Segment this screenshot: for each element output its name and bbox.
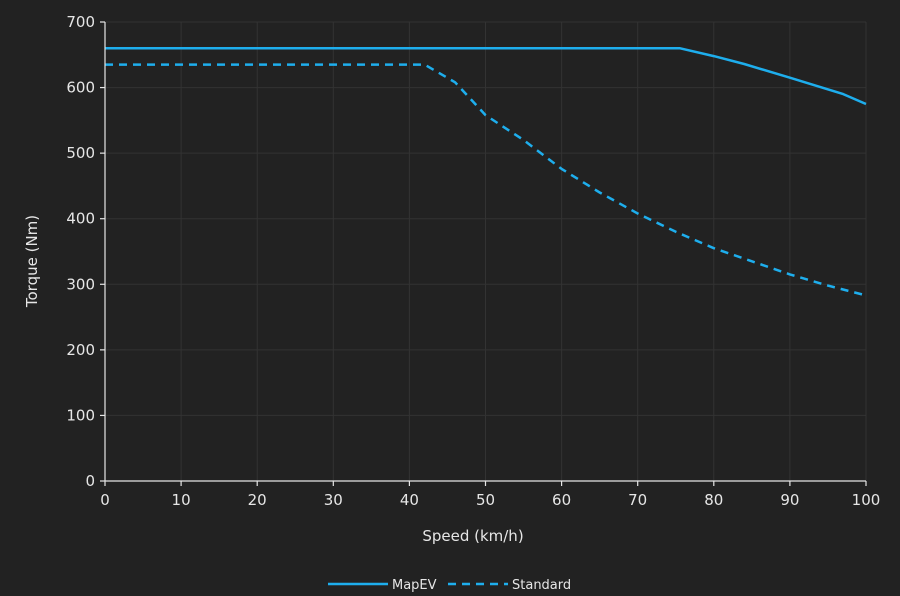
x-tick-label: 50 — [476, 491, 495, 509]
series-line-mapev[interactable] — [105, 46, 867, 106]
y-tick-label: 100 — [66, 406, 95, 424]
y-axis-title: Torque (Nm) — [23, 215, 41, 308]
x-axis-ticks: 0 10 20 30 40 50 60 70 80 90 100 — [100, 481, 880, 509]
x-tick-label: 40 — [400, 491, 419, 509]
x-axis-title: Speed (km/h) — [422, 527, 523, 545]
y-tick-label: 300 — [66, 275, 95, 293]
x-tick-label: 80 — [704, 491, 723, 509]
x-tick-label: 90 — [780, 491, 799, 509]
x-tick-label: 70 — [628, 491, 647, 509]
legend-label-mapev: MapEV — [392, 578, 437, 593]
x-tick-label: 20 — [248, 491, 267, 509]
gridlines — [105, 21, 867, 481]
y-tick-label: 700 — [66, 13, 95, 31]
legend-item-mapev[interactable]: MapEV — [328, 578, 437, 593]
y-tick-label: 200 — [66, 341, 95, 359]
series-line-standard[interactable] — [105, 63, 867, 297]
x-tick-label: 100 — [852, 491, 881, 509]
legend-item-standard[interactable]: Standard — [448, 578, 571, 593]
legend-label-standard: Standard — [512, 578, 571, 593]
y-axis-ticks: 0 100 200 300 400 500 600 700 — [66, 13, 105, 490]
y-tick-label: 400 — [66, 210, 95, 228]
y-tick-label: 500 — [66, 144, 95, 162]
y-tick-label: 600 — [66, 79, 95, 97]
legend: MapEV Standard — [328, 578, 571, 593]
x-tick-label: 10 — [172, 491, 191, 509]
series-lines — [105, 46, 867, 297]
x-tick-label: 60 — [552, 491, 571, 509]
x-tick-label: 30 — [324, 491, 343, 509]
x-tick-label: 0 — [100, 491, 110, 509]
y-tick-label: 0 — [85, 472, 95, 490]
